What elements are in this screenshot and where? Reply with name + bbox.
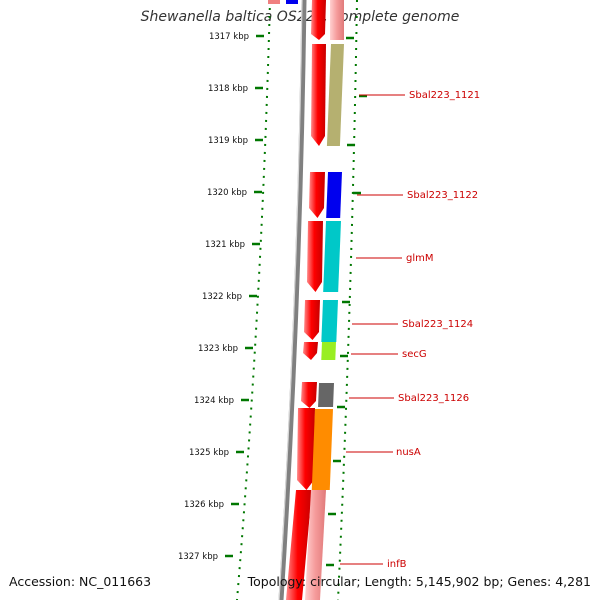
gene-bar	[318, 383, 334, 407]
cds-arrow	[303, 342, 318, 360]
map-title: Shewanella baltica OS223, complete genom…	[140, 9, 460, 25]
cds-arrow	[297, 408, 315, 490]
backbone-highlight	[278, 0, 303, 600]
gene-label: nusA	[396, 447, 421, 458]
ruler-tick-label: 1320 kbp	[207, 188, 247, 198]
topology-text: Topology: circular; Length: 5,145,902 bp…	[247, 574, 591, 589]
cds-track-bar	[286, 0, 298, 4]
gene-bar	[321, 300, 338, 342]
cds-arrow	[304, 300, 320, 340]
ruler-tick-label: 1323 kbp	[198, 344, 238, 354]
cds-arrow	[307, 221, 323, 292]
ruler-tick-label: 1322 kbp	[202, 292, 242, 302]
cds-arrow	[309, 172, 325, 218]
ruler-tick-label: 1327 kbp	[178, 552, 218, 562]
gene-bar	[323, 221, 341, 292]
gene-bar	[326, 172, 342, 218]
gene-label: Sbal223_1126	[398, 393, 469, 404]
gene-label: glmM	[406, 253, 434, 264]
gene-label: secG	[402, 349, 427, 360]
cds-features	[268, 0, 344, 600]
backbone-ring	[278, 0, 307, 600]
ruler-tick-label: 1326 kbp	[184, 500, 224, 510]
gene-label: Sbal223_1121	[409, 90, 480, 101]
cds-track-bar	[286, 490, 312, 600]
gene-label: Sbal223_1124	[402, 319, 473, 330]
ruler-tick-label: 1317 kbp	[209, 32, 249, 42]
cds-track-bar	[268, 0, 280, 4]
gene-bar	[326, 44, 344, 146]
cds-arrow	[311, 0, 326, 40]
accession-text: Accession: NC_011663	[9, 574, 152, 589]
gene-label: Sbal223_1122	[407, 190, 478, 201]
ruler-ticks: 1317 kbp 1318 kbp 1319 kbp 1320 kbp 1321 kbp…	[178, 32, 367, 567]
ruler-tick-label: 1318 kbp	[208, 84, 248, 94]
cds-arrow	[311, 44, 326, 146]
cds-track-bar	[330, 0, 344, 40]
ruler-tick-label: 1325 kbp	[189, 448, 229, 458]
gene-labels: Sbal223_1121 Sbal223_1122 glmM Sbal223_1124…	[340, 90, 480, 570]
cds-track-bar	[305, 490, 326, 600]
gene-bar	[311, 409, 333, 490]
cds-arrow	[301, 382, 317, 408]
gene-features	[311, 44, 344, 490]
gene-label: infB	[387, 559, 407, 570]
ruler-tick-label: 1319 kbp	[208, 136, 248, 146]
ruler-tick-label: 1324 kbp	[194, 396, 234, 406]
gene-bar	[321, 342, 336, 360]
ruler-tick-label: 1321 kbp	[205, 240, 245, 250]
